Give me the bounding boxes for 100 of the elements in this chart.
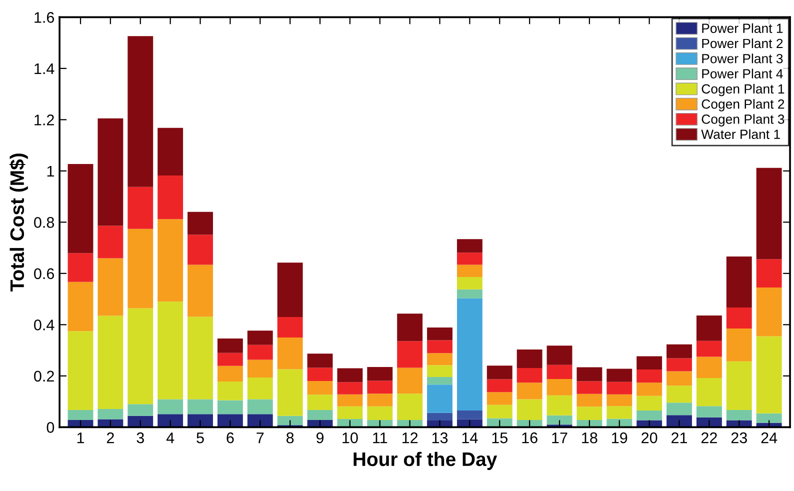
bar [68,253,94,282]
bar [546,346,572,365]
bar [606,394,632,406]
bar [756,288,782,336]
bar [576,381,602,394]
x-tick-label: 23 [731,432,747,444]
bar [486,418,512,428]
x-tick-label: 17 [552,432,568,444]
bar [277,262,303,317]
bar [666,358,692,372]
bar [277,316,303,338]
y-tick-label: 1.4 [34,63,54,74]
bar [456,289,482,298]
bar [307,354,333,368]
x-tick-label: 13 [432,432,448,444]
bar [636,396,662,411]
bar [277,337,303,370]
bar [367,394,393,406]
bar [247,414,273,428]
y-axis-title: Total Cost (M$) [9,154,28,292]
bar [456,277,482,290]
bar [98,226,124,258]
bar [456,264,482,278]
bar [696,315,722,341]
bar [756,259,782,288]
y-tick-label: 1.6 [34,12,54,23]
bar [158,176,184,220]
x-tick-label: 9 [316,432,324,444]
bar [576,420,602,428]
bar [516,350,542,368]
bar [188,414,213,428]
bar [247,377,273,400]
bar [158,399,184,414]
x-tick-label: 8 [286,432,294,444]
x-tick-label: 7 [256,432,264,444]
bar [576,367,602,382]
bar [427,376,452,385]
bar [427,412,452,421]
bar [636,356,662,370]
bar [217,366,243,382]
y-tick-label: 0.8 [34,217,54,228]
x-tick-label: 16 [522,432,538,444]
bar [696,378,722,406]
bar [158,128,184,176]
bar [158,219,184,302]
bar [158,414,184,428]
bar [337,368,363,382]
bar [756,413,782,423]
legend-label: Water Plant 1 [701,129,780,139]
bar [636,410,662,420]
bar [128,404,154,416]
legend-label: Power Plant 4 [702,68,783,78]
bar [516,368,542,383]
x-tick-label: 24 [761,432,778,444]
y-tick-label: 0.4 [34,320,54,330]
bar [307,394,333,410]
y-tick-label: 1.2 [34,114,54,126]
bar [217,382,243,400]
bar [456,298,482,411]
x-tick-label: 3 [136,432,144,444]
x-tick-label: 14 [462,432,478,444]
bar [666,402,692,416]
bar [367,406,393,420]
x-tick-label: 1 [77,432,84,444]
x-tick-label: 22 [701,432,717,444]
bar [456,419,482,428]
bar [397,368,423,394]
bar [696,406,722,418]
bar [128,186,154,229]
bar [277,369,303,416]
bar [427,353,452,366]
bar [726,308,752,329]
bar [247,360,273,378]
bar [337,382,363,394]
bar [636,370,662,383]
x-tick-label: 20 [642,432,658,444]
y-tick-label: 0.2 [34,370,54,382]
bar [68,410,94,420]
bar [247,399,273,414]
bar [367,420,393,428]
x-tick-label: 19 [612,432,628,444]
bar [576,394,602,407]
bar [696,340,722,357]
x-tick-label: 6 [226,432,234,444]
bar [666,415,692,428]
bar [456,410,482,420]
bar [666,344,692,358]
bar [307,368,333,382]
bar [397,314,423,342]
x-tick-label: 11 [373,432,388,444]
bar [427,384,452,413]
x-tick-label: 2 [106,432,114,444]
bar [128,228,154,308]
bar [636,382,662,396]
bar [188,399,213,414]
bar [756,168,782,260]
bar [68,164,94,254]
bar [606,418,632,428]
bar [576,406,602,420]
bar [247,344,273,360]
